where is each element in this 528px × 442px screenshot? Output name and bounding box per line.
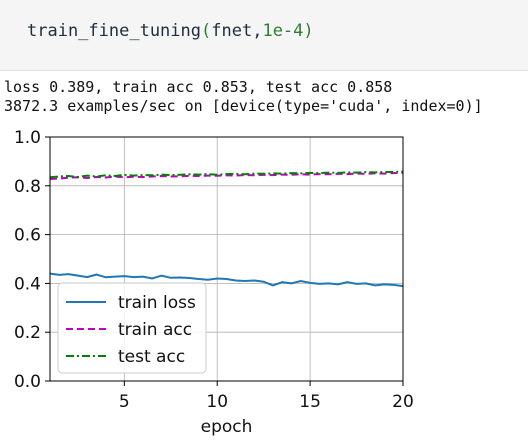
arg-model: fnet: [211, 21, 253, 41]
code-line[interactable]: train_fine_tuning(fnet,1e-4): [27, 21, 314, 41]
code-cell[interactable]: train_fine_tuning(fnet,1e-4): [0, 0, 528, 71]
y-tick-label-4: 0.8: [14, 177, 41, 197]
arg-learning-rate: 1e-4: [262, 21, 304, 41]
legend-label-0: train loss: [118, 293, 196, 313]
y-tick-label-0: 0.0: [14, 372, 41, 392]
output-line-metrics: loss 0.389, train acc 0.853, test acc 0.…: [4, 78, 393, 96]
x-tick-label-2: 15: [299, 392, 321, 412]
close-paren: ): [303, 21, 314, 41]
legend-label-2: test acc: [118, 347, 185, 367]
x-tick-label-1: 10: [206, 392, 228, 412]
cell-output: loss 0.389, train acc 0.853, test acc 0.…: [4, 78, 483, 116]
y-tick-label-1: 0.2: [14, 323, 41, 343]
plot-frame: [49, 136, 404, 382]
x-tick-label-0: 5: [119, 392, 130, 412]
x-tick-label-3: 20: [392, 392, 414, 412]
y-tick-label-3: 0.6: [14, 226, 41, 246]
output-line-throughput: 3872.3 examples/sec on [device(type='cud…: [4, 97, 483, 115]
y-tick-label-5: 1.0: [14, 128, 41, 148]
series-line-train-acc: [49, 171, 404, 180]
y-tick-label-2: 0.4: [14, 274, 41, 294]
legend-label-1: train acc: [118, 320, 192, 340]
open-paren: (: [201, 21, 212, 41]
arg-comma: ,: [252, 21, 263, 41]
legend-box: [57, 282, 207, 374]
series-line-train-loss: [49, 272, 404, 288]
series-line-test-acc: [49, 170, 404, 179]
training-chart: 5 10 15 20 0.0 0.2 0.4 0.6 0.8 1.0 epoch train loss…: [14, 128, 414, 437]
x-axis-label: epoch: [201, 417, 253, 437]
function-name: train_fine_tuning: [27, 21, 201, 41]
